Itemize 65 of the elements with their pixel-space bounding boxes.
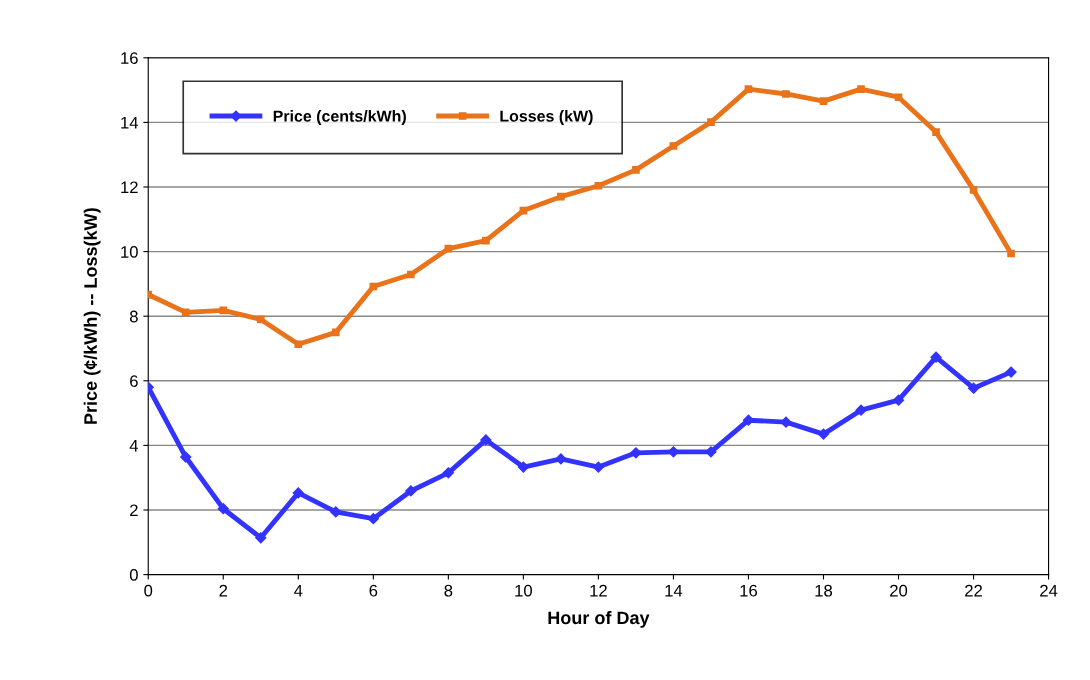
- x-tick-label: 6: [369, 584, 378, 597]
- point: [294, 340, 303, 349]
- x-tick-label: 2: [219, 584, 228, 597]
- point: [969, 186, 978, 194]
- x-tick-label: 14: [665, 584, 683, 597]
- point: [1005, 366, 1017, 378]
- point: [181, 308, 190, 317]
- y-tick-label: 12: [121, 181, 138, 194]
- point: [367, 513, 379, 525]
- x-tick-label: 20: [890, 584, 908, 597]
- point: [782, 90, 790, 98]
- x-tick-label: 0: [144, 584, 153, 597]
- point: [857, 85, 865, 93]
- point: [707, 118, 715, 126]
- point: [407, 270, 415, 279]
- point: [855, 404, 867, 416]
- y-tick-label: 6: [130, 375, 138, 387]
- x-tick-label: 24: [1040, 584, 1058, 597]
- y-tick-label: 16: [121, 52, 138, 64]
- y-tick-label: 0: [129, 569, 138, 581]
- point: [255, 532, 267, 544]
- point: [292, 487, 304, 499]
- point: [592, 461, 605, 473]
- point: [405, 485, 417, 497]
- x-tick-label: 18: [815, 584, 833, 597]
- point: [482, 236, 490, 245]
- x-tick-label: 8: [444, 584, 453, 597]
- point: [219, 306, 228, 315]
- point: [632, 166, 640, 174]
- point: [217, 503, 229, 515]
- point: [819, 97, 828, 105]
- x-tick-label: 4: [294, 584, 303, 597]
- legend-label: Losses (kW): [500, 110, 593, 125]
- line-series: [148, 85, 1015, 349]
- point: [817, 428, 830, 440]
- point: [930, 351, 942, 363]
- point: [330, 506, 342, 518]
- y-tick-label: 2: [130, 504, 138, 517]
- point: [669, 142, 678, 150]
- x-tick-label: 16: [740, 584, 757, 597]
- x-tick-label: 10: [515, 584, 532, 597]
- x-axis-title: Hour of Day: [548, 610, 650, 628]
- point: [932, 128, 940, 136]
- y-tick-label: 14: [121, 116, 139, 129]
- y-tick-label: 4: [129, 439, 139, 452]
- legend-label: Price (cents/kWh): [273, 110, 406, 125]
- point: [594, 181, 603, 190]
- point: [555, 453, 567, 465]
- x-tick-label: 22: [965, 584, 982, 597]
- x-tick-label: 12: [590, 584, 607, 597]
- point: [180, 451, 192, 463]
- point: [480, 434, 492, 446]
- point: [1007, 249, 1015, 258]
- y-tick-label: 8: [129, 310, 138, 323]
- point: [967, 382, 980, 394]
- point: [517, 461, 529, 473]
- point: [442, 467, 454, 479]
- point: [894, 93, 903, 102]
- y-tick-label: 10: [121, 246, 138, 258]
- point: [557, 192, 565, 201]
- point: [744, 85, 753, 93]
- point: [444, 244, 453, 253]
- point: [256, 315, 265, 324]
- point: [331, 328, 340, 337]
- y-axis-title: Price (¢/kWh) -- Loss(kW): [83, 208, 101, 424]
